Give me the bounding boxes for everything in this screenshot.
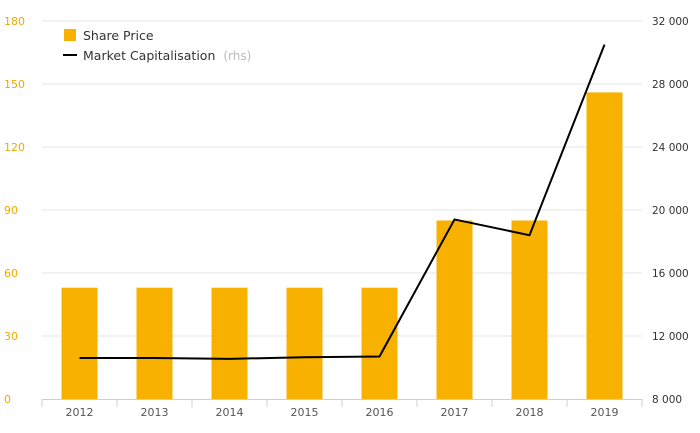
right-axis-tick-label: 28 000	[652, 79, 689, 91]
right-axis-tick-label: 12 000	[652, 331, 689, 343]
legend-label-market-cap: Market Capitalisation (rhs)	[83, 48, 251, 63]
axes: 0 30 60 90 120 150 180 8 000 12 000 16 000 20 000 2…	[4, 15, 689, 419]
share-price-bar	[61, 287, 98, 399]
x-axis-tick-label: 2013	[141, 406, 169, 419]
x-axis-tick-label: 2016	[366, 406, 394, 419]
share-price-bar	[586, 92, 623, 400]
left-axis-tick-label: 30	[4, 330, 18, 343]
legend-label-market-cap-name: Market Capitalisation	[83, 48, 215, 63]
x-axis-tick-label: 2017	[441, 406, 469, 419]
left-axis-tick-label: 60	[4, 267, 18, 280]
market-cap-series-line	[79, 44, 606, 360]
share-price-bar	[361, 287, 398, 399]
share-price-bar	[511, 220, 548, 399]
legend-label-market-cap-note: (rhs)	[223, 49, 251, 63]
market-cap-line	[79, 44, 606, 360]
legend-label-share-price: Share Price	[83, 28, 154, 43]
left-axis-tick-label: 120	[4, 141, 25, 154]
share-price-bar	[286, 287, 323, 399]
left-axis-tick-label: 180	[4, 15, 25, 28]
x-axis-tick-label: 2015	[291, 406, 319, 419]
left-axis-tick-label: 90	[4, 204, 18, 217]
legend: Share Price Market Capitalisation (rhs)	[63, 28, 251, 63]
x-axis-tick-label: 2014	[216, 406, 244, 419]
right-axis-tick-label: 24 000	[652, 142, 689, 154]
legend-swatch-share-price	[64, 29, 76, 41]
right-axis-tick-label: 8 000	[652, 394, 682, 406]
right-axis-tick-label: 20 000	[652, 205, 689, 217]
left-axis-tick-label: 0	[4, 393, 11, 406]
share-price-bar	[436, 220, 473, 399]
x-axis-tick-label: 2019	[591, 406, 619, 419]
share-price-bar	[136, 287, 173, 399]
x-axis-tick-label: 2012	[66, 406, 94, 419]
left-axis-tick-label: 150	[4, 78, 25, 91]
right-axis-tick-label: 16 000	[652, 268, 689, 280]
share-price-bars	[61, 92, 623, 400]
x-axis-tick-label: 2018	[516, 406, 544, 419]
right-axis-tick-label: 32 000	[652, 16, 689, 28]
share-price-bar	[211, 287, 248, 399]
